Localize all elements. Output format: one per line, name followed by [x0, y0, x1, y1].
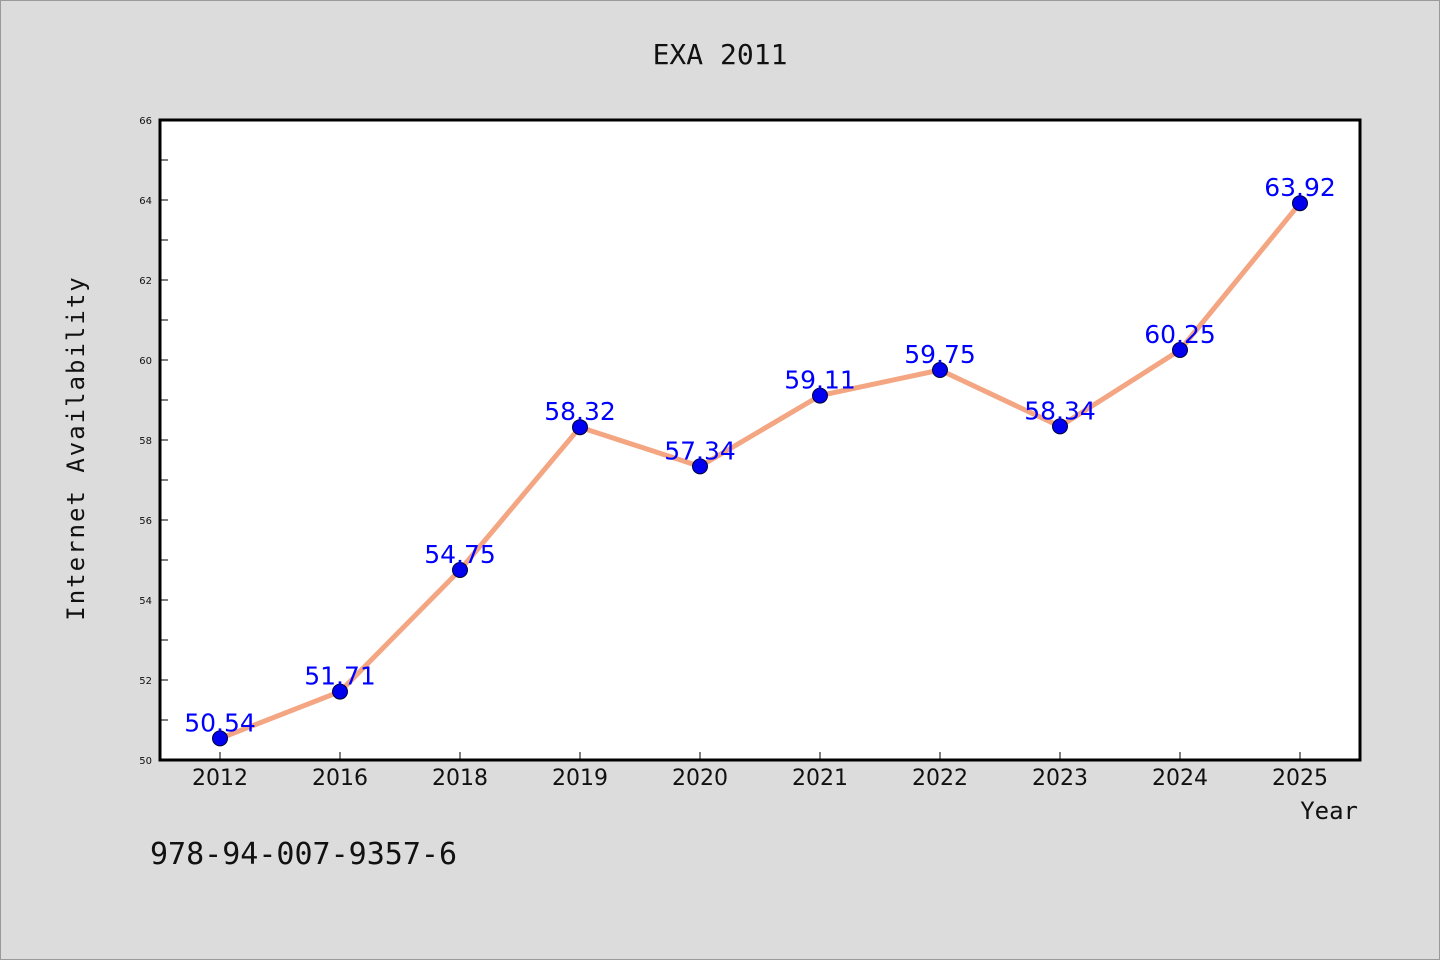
- y-tick-label: 56: [139, 516, 152, 527]
- data-point: [1172, 342, 1188, 358]
- data-label: 59.75: [904, 340, 976, 369]
- x-axis: 2012 2016 2018 2019 2020 2021 2022 2023 2024 2025: [192, 752, 1328, 791]
- x-tick-label: 2016: [312, 766, 368, 791]
- x-axis-label: Year: [1300, 797, 1358, 825]
- data-points: [212, 195, 1308, 747]
- data-point: [332, 683, 348, 700]
- x-tick-label: 2024: [1152, 766, 1208, 791]
- data-point: [452, 562, 468, 578]
- y-tick-label: 66: [139, 116, 152, 127]
- x-tick-label: 2023: [1032, 766, 1088, 791]
- x-tick-label: 2012: [192, 766, 248, 791]
- x-tick-label: 2025: [1272, 766, 1328, 791]
- y-tick-label: 54: [139, 596, 152, 607]
- data-point: [572, 419, 588, 436]
- data-label: 63.92: [1264, 173, 1336, 202]
- footnote: 978-94-007-9357-6: [150, 837, 457, 872]
- data-point: [812, 387, 828, 404]
- data-point: [212, 730, 228, 747]
- data-label: 57.34: [664, 436, 736, 465]
- data-point: [932, 362, 948, 378]
- x-tick-label: 2022: [912, 766, 968, 791]
- y-axis-label: Internet Availability: [62, 275, 90, 620]
- y-tick-label: 64: [139, 196, 152, 207]
- data-label: 50.54: [184, 708, 256, 737]
- y-tick-label: 62: [139, 276, 152, 287]
- y-tick-label: 50: [139, 756, 152, 767]
- data-point: [692, 458, 708, 475]
- y-tick-label: 52: [139, 676, 152, 687]
- plot-frame: [158, 118, 1362, 762]
- data-label: 58.32: [544, 397, 616, 426]
- y-tick-label: 60: [139, 356, 152, 367]
- data-labels: 50.54 51.71 54.75 58.32 57.34 59.11 59.75 58.34…: [184, 173, 1336, 737]
- chart-title: EXA 2011: [653, 38, 788, 71]
- data-point: [1052, 418, 1068, 435]
- data-point: [1292, 195, 1308, 212]
- plot-area: [160, 120, 1360, 760]
- data-label: 59.11: [784, 366, 856, 395]
- x-tick-label: 2019: [552, 766, 608, 791]
- x-tick-label: 2018: [432, 766, 488, 791]
- x-tick-label: 2020: [672, 766, 728, 791]
- x-tick-label: 2021: [792, 766, 848, 791]
- y-tick-label: 58: [139, 436, 152, 447]
- data-label: 60.25: [1144, 320, 1216, 349]
- data-label: 51.71: [304, 662, 376, 691]
- data-label: 58.34: [1024, 396, 1096, 425]
- data-label: 54.75: [424, 540, 496, 569]
- series-line: [217, 200, 1303, 741]
